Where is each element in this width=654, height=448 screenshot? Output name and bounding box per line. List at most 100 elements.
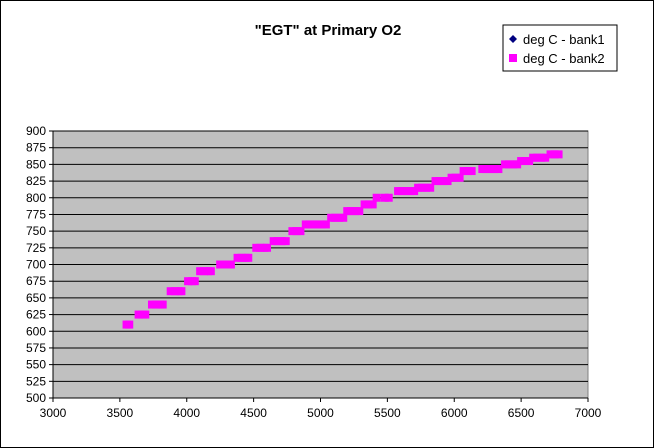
data-point-bank2 <box>467 167 476 176</box>
data-point-bank2 <box>222 260 231 269</box>
data-point-bank2 <box>550 150 559 159</box>
data-point-bank2 <box>288 227 297 236</box>
data-point-bank2 <box>546 150 555 159</box>
y-tick-label: 725 <box>26 241 46 255</box>
data-point-bank2 <box>335 213 344 222</box>
data-point-bank2 <box>237 253 246 262</box>
y-tick-label: 575 <box>26 341 46 355</box>
y-tick-label: 550 <box>26 358 46 372</box>
data-point-bank2 <box>402 187 411 196</box>
data-point-bank2 <box>343 207 352 216</box>
legend-entry-label: deg C - bank1 <box>523 32 605 47</box>
data-point-bank2 <box>190 277 199 286</box>
data-point-bank2 <box>509 160 518 169</box>
data-point-bank2 <box>313 220 322 229</box>
legend-marker-diamond-icon <box>509 35 517 43</box>
data-point-bank2 <box>309 220 318 229</box>
data-point-bank2 <box>435 177 444 186</box>
data-point-bank2 <box>360 200 369 209</box>
x-tick-label: 3500 <box>107 406 134 420</box>
y-tick-label: 700 <box>26 258 46 272</box>
data-point-bank2 <box>486 165 495 174</box>
y-tick-label: 500 <box>26 391 46 405</box>
data-point-bank2 <box>455 173 464 182</box>
data-point-bank2 <box>482 165 491 174</box>
data-point-bank2 <box>321 220 330 229</box>
x-tick-label: 6000 <box>441 406 468 420</box>
y-tick-label: 800 <box>26 191 46 205</box>
y-tick-label: 875 <box>26 141 46 155</box>
data-point-bank2 <box>422 183 431 192</box>
data-point-bank2 <box>200 267 209 276</box>
data-point-bank2 <box>327 213 336 222</box>
data-point-bank2 <box>339 213 348 222</box>
data-point-bank2 <box>529 153 538 162</box>
data-point-bank2 <box>233 253 242 262</box>
data-point-bank2 <box>292 227 301 236</box>
data-point-bank2 <box>406 187 415 196</box>
data-point-bank2 <box>355 207 364 216</box>
data-point-bank2 <box>426 183 435 192</box>
data-point-bank2 <box>141 310 150 319</box>
data-point-bank2 <box>513 160 522 169</box>
data-point-bank2 <box>134 310 143 319</box>
y-tick-label: 775 <box>26 207 46 221</box>
data-point-bank2 <box>158 300 167 309</box>
x-tick-label: 4000 <box>173 406 200 420</box>
y-tick-label: 675 <box>26 274 46 288</box>
y-tick-label: 625 <box>26 308 46 322</box>
y-tick-label: 850 <box>26 157 46 171</box>
data-point-bank2 <box>206 267 215 276</box>
data-point-bank2 <box>244 253 253 262</box>
y-tick-label: 825 <box>26 174 46 188</box>
x-tick-label: 5000 <box>307 406 334 420</box>
data-point-bank2 <box>443 177 452 186</box>
data-point-bank2 <box>216 260 225 269</box>
data-point-bank2 <box>147 300 156 309</box>
data-point-bank2 <box>490 165 499 174</box>
chart-title: "EGT" at Primary O2 <box>255 22 402 39</box>
data-point-bank2 <box>439 177 448 186</box>
y-tick-label: 650 <box>26 291 46 305</box>
data-point-bank2 <box>447 173 456 182</box>
x-tick-label: 4500 <box>240 406 267 420</box>
data-point-bank2 <box>263 243 271 252</box>
data-point-bank2 <box>384 193 393 202</box>
data-point-bank2 <box>478 165 487 174</box>
data-point-bank2 <box>296 227 305 236</box>
data-point-bank2 <box>372 193 381 202</box>
data-point-bank2 <box>281 237 290 246</box>
data-point-bank2 <box>184 277 193 286</box>
data-point-bank2 <box>398 187 407 196</box>
data-point-bank2 <box>463 167 472 176</box>
data-point-bank2 <box>305 220 314 229</box>
data-point-bank2 <box>226 260 235 269</box>
data-point-bank2 <box>273 237 282 246</box>
data-point-bank2 <box>494 165 503 174</box>
data-point-bank2 <box>170 287 179 296</box>
data-point-bank2 <box>347 207 356 216</box>
data-point-bank2 <box>541 153 550 162</box>
data-point-bank2 <box>125 320 134 329</box>
y-tick-label: 525 <box>26 374 46 388</box>
data-point-bank2 <box>380 193 389 202</box>
data-point-bank2 <box>252 243 261 252</box>
data-point-bank2 <box>364 200 373 209</box>
legend-entry-label: deg C - bank2 <box>523 51 605 66</box>
data-points <box>122 150 563 329</box>
y-tick-label: 900 <box>26 124 46 138</box>
data-point-bank2 <box>317 220 326 229</box>
data-point-bank2 <box>418 183 427 192</box>
data-point-bank2 <box>431 177 440 186</box>
legend-marker-square-icon <box>509 54 517 62</box>
data-point-bank2 <box>301 220 310 229</box>
data-point-bank2 <box>521 157 530 166</box>
y-tick-label: 750 <box>26 224 46 238</box>
data-point-bank2 <box>501 160 510 169</box>
data-point-bank2 <box>256 243 265 252</box>
data-point-bank2 <box>166 287 175 296</box>
x-tick-label: 6500 <box>508 406 535 420</box>
x-tick-label: 3000 <box>40 406 67 420</box>
data-point-bank2 <box>177 287 186 296</box>
